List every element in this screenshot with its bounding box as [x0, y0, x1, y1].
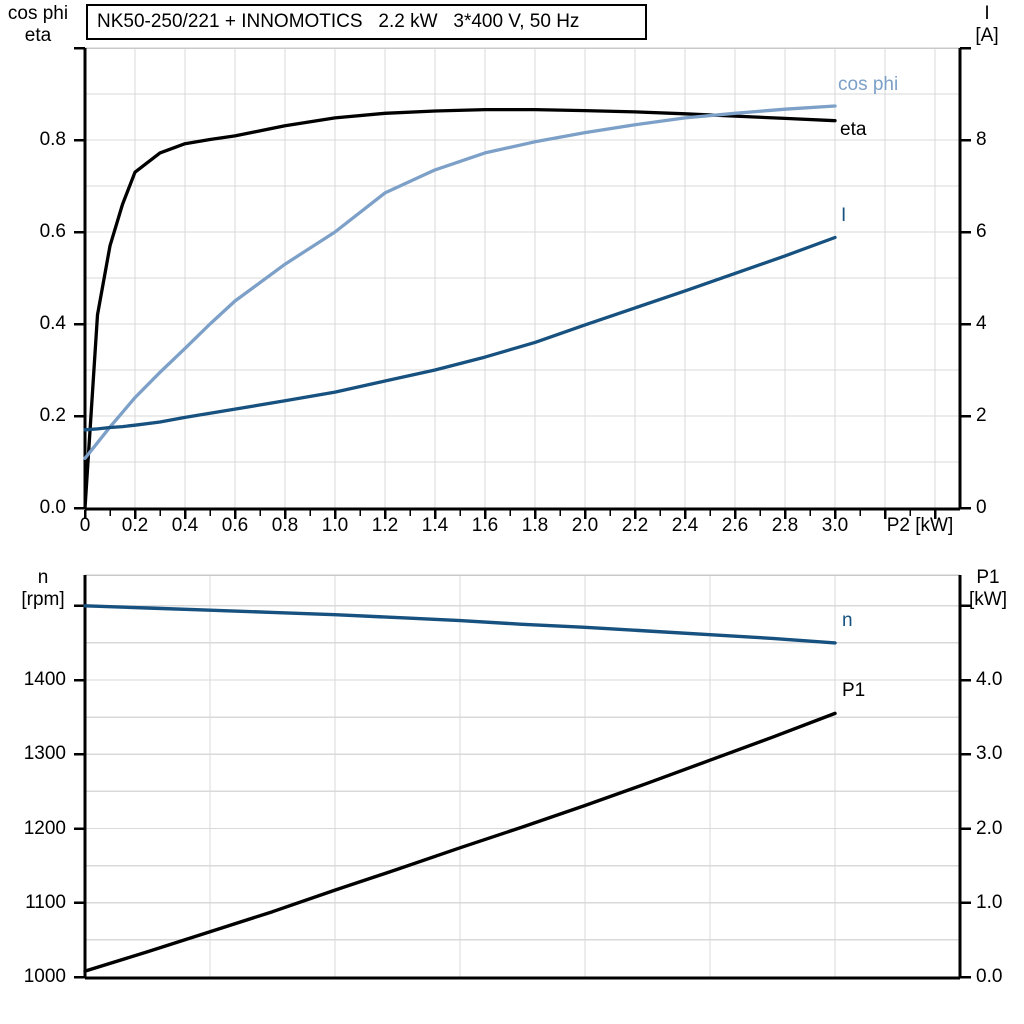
speed-curve-label: n: [842, 610, 853, 631]
y-tick-label-left: 0.2: [39, 405, 66, 426]
x-axis-title: P2 [kW]: [886, 515, 954, 536]
axis-title-speed-unit: [rpm]: [21, 589, 65, 610]
x-tick-label: 1.2: [371, 515, 399, 536]
y-tick-label-left: 1400: [23, 669, 66, 690]
I-curve: [83, 235, 837, 432]
x-tick-label: 2.6: [721, 515, 749, 536]
y-tick-label-left: 0.4: [39, 313, 66, 334]
eta-curve-label: eta: [840, 119, 867, 140]
y-tick-label-left: 0.0: [39, 497, 66, 518]
x-tick-label: 0.2: [121, 515, 149, 536]
axis-title-current-unit: [A]: [975, 25, 999, 46]
y-tick-label-left: 1100: [25, 892, 66, 913]
x-tick-label: 2.8: [771, 515, 799, 536]
y-tick-label-right: 1.0: [976, 892, 1003, 913]
y-tick-label-right: 4.0: [976, 669, 1003, 690]
x-tick-label: 0.8: [271, 515, 299, 536]
eta-curve: [83, 107, 837, 510]
bottom-right-axis-title: P1 [kW]: [956, 567, 1020, 611]
y-tick-label-left: 1200: [23, 818, 66, 839]
x-tick-label: 0: [79, 515, 91, 536]
y-tick-label-right: 3.0: [976, 743, 1003, 764]
axis-title-p1-unit: [kW]: [969, 589, 1007, 610]
cos-phi-curve-label: cos phi: [838, 74, 899, 95]
top-right-axis-title: I [A]: [955, 3, 1019, 47]
p1-curve-label: P1: [842, 680, 866, 701]
x-tick-label: 2.2: [621, 515, 649, 536]
chart-title: NK50-250/221 + INNOMOTICS 2.2 kW 3*400 V…: [97, 11, 580, 32]
y-tick-label-left: 0.6: [39, 221, 66, 242]
x-tick-label: 0.6: [221, 515, 249, 536]
chart-title-box: NK50-250/221 + INNOMOTICS 2.2 kW 3*400 V…: [86, 4, 647, 40]
y-tick-label-right: 8: [976, 129, 987, 150]
cos-phi-curve: [83, 104, 837, 460]
x-tick-label: 2.0: [571, 515, 599, 536]
y-tick-label-left: 1000: [23, 966, 66, 987]
x-tick-label: 3.0: [821, 515, 849, 536]
axis-title-eta: eta: [24, 25, 52, 46]
axis-title-cos-phi: cos phi: [7, 3, 69, 24]
x-tick-label: 0.4: [171, 515, 199, 536]
x-tick-label: 1.6: [471, 515, 499, 536]
x-tick-label: 1.4: [421, 515, 449, 536]
x-tick-label: 1.0: [321, 515, 349, 536]
axis-title-p1: P1: [976, 567, 1000, 588]
top-left-axis-title: cos phi eta: [0, 3, 76, 47]
y-tick-label-left: 0.8: [39, 129, 66, 150]
bottom-left-axis-title: n [rpm]: [6, 567, 80, 611]
x-tick-label: 2.4: [671, 515, 699, 536]
n-curve: [83, 604, 837, 645]
y-tick-label-right: 0.0: [976, 966, 1003, 987]
axis-title-speed: n: [37, 567, 49, 588]
y-tick-label-right: 2: [976, 405, 987, 426]
x-tick-label: 1.8: [521, 515, 549, 536]
y-tick-label-right: 2.0: [976, 818, 1003, 839]
P1-curve: [83, 711, 837, 973]
current-curve-label: I: [841, 205, 847, 226]
y-tick-label-right: 4: [976, 313, 987, 334]
y-tick-label-right: 6: [976, 221, 987, 242]
y-tick-label-right: 0: [976, 497, 987, 518]
axis-title-current: I: [984, 3, 990, 24]
y-tick-label-left: 1300: [23, 743, 66, 764]
